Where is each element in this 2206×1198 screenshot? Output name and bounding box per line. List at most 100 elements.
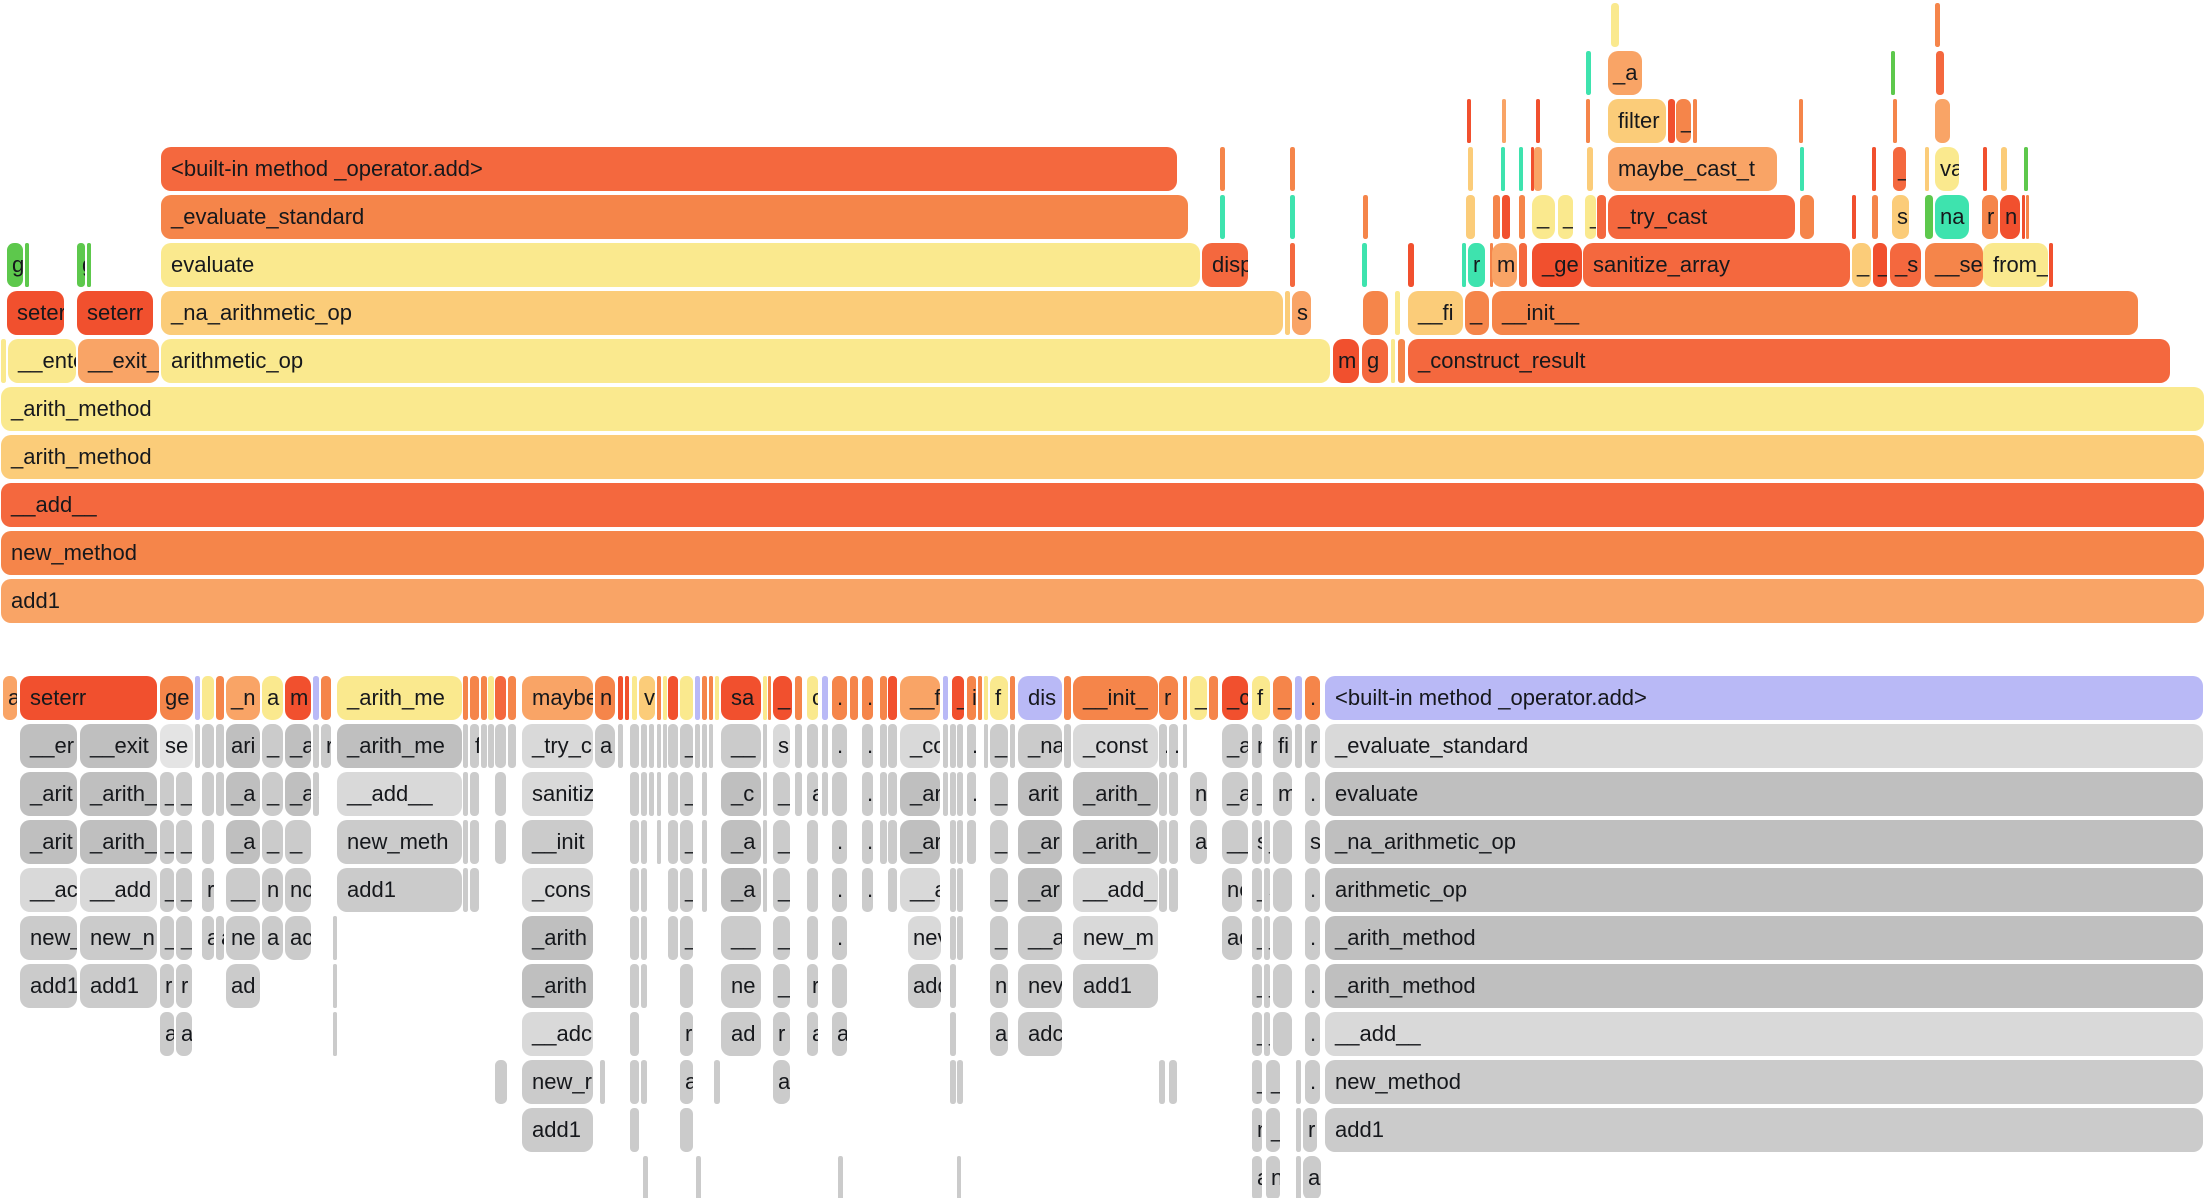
flame-bar[interactable]: r: [1303, 1108, 1317, 1152]
flame-bar[interactable]: r: [807, 964, 818, 1008]
flame-bar[interactable]: _: [262, 820, 283, 864]
flame-bar-sliver[interactable]: [1220, 195, 1225, 239]
flame-bar[interactable]: _: [160, 868, 174, 912]
flame-bar[interactable]: _: [1264, 820, 1270, 864]
flame-bar-sliver[interactable]: [702, 868, 707, 912]
flame-bar[interactable]: nev: [908, 916, 941, 960]
flame-bar-sliver[interactable]: [1398, 339, 1405, 383]
flame-bar[interactable]: add1: [1, 579, 2204, 623]
flame-bar-sliver[interactable]: [763, 772, 767, 816]
flame-bar[interactable]: .: [1305, 964, 1320, 1008]
flame-bar-sliver[interactable]: [630, 916, 639, 960]
flame-bar-sliver[interactable]: [87, 243, 91, 287]
flame-bar[interactable]: __er: [20, 724, 77, 768]
flame-bar-sliver[interactable]: [1925, 147, 1929, 191]
flame-bar[interactable]: a: [3, 676, 17, 720]
flame-bar-sliver[interactable]: [470, 820, 479, 864]
flame-bar-sliver[interactable]: [1183, 676, 1187, 720]
flame-bar-sliver[interactable]: [495, 1060, 507, 1104]
flame-bar-sliver[interactable]: [1290, 195, 1295, 239]
flame-bar[interactable]: a: [1190, 820, 1207, 864]
flame-bar[interactable]: _: [773, 772, 790, 816]
flame-bar-sliver[interactable]: [1462, 243, 1466, 287]
flame-bar[interactable]: add1: [1073, 964, 1158, 1008]
flame-bar[interactable]: .: [832, 676, 847, 720]
flame-bar-sliver[interactable]: [630, 1108, 639, 1152]
flame-bar[interactable]: .: [832, 820, 847, 864]
flame-bar[interactable]: __add: [80, 868, 157, 912]
flame-bar[interactable]: r: [1305, 724, 1320, 768]
flame-bar[interactable]: r: [321, 724, 331, 768]
flame-bar[interactable]: a: [202, 916, 214, 960]
flame-bar[interactable]: _: [1266, 1108, 1280, 1152]
flame-bar-sliver[interactable]: [25, 243, 29, 287]
flame-bar[interactable]: _arith_: [80, 772, 157, 816]
flame-bar[interactable]: _a: [285, 724, 311, 768]
flame-bar-sliver[interactable]: [1296, 1060, 1301, 1104]
flame-bar[interactable]: _: [1252, 868, 1262, 912]
flame-bar-sliver[interactable]: [822, 724, 828, 768]
flame-bar-sliver[interactable]: [680, 676, 693, 720]
flame-bar-sliver[interactable]: [488, 724, 494, 768]
flame-bar-sliver[interactable]: [950, 1060, 956, 1104]
flame-bar[interactable]: _: [680, 772, 693, 816]
flame-bar[interactable]: _: [1190, 676, 1207, 720]
flame-bar-sliver[interactable]: [950, 724, 956, 768]
flame-bar[interactable]: _: [773, 916, 790, 960]
flame-bar-sliver[interactable]: [668, 820, 678, 864]
flame-bar-sliver[interactable]: [984, 724, 988, 768]
flame-bar-sliver[interactable]: [495, 676, 506, 720]
flame-bar-sliver[interactable]: [463, 676, 468, 720]
flame-bar[interactable]: r: [773, 1012, 790, 1056]
flame-bar-sliver[interactable]: [702, 820, 707, 864]
flame-bar[interactable]: __init_: [1073, 676, 1158, 720]
flame-bar[interactable]: _const: [1073, 724, 1158, 768]
flame-bar[interactable]: ne: [721, 964, 761, 1008]
flame-bar-sliver[interactable]: [832, 772, 847, 816]
flame-bar[interactable]: _arith_me: [337, 676, 462, 720]
flame-bar[interactable]: _: [680, 916, 693, 960]
flame-bar-sliver[interactable]: [202, 676, 214, 720]
flame-bar-sliver[interactable]: [715, 676, 719, 720]
flame-bar-sliver[interactable]: [957, 916, 963, 960]
flame-bar[interactable]: _c: [1222, 676, 1248, 720]
flame-bar[interactable]: ad: [721, 1012, 761, 1056]
flame-bar-sliver[interactable]: [950, 1012, 956, 1056]
flame-bar[interactable]: _n: [226, 676, 260, 720]
flame-bar-sliver[interactable]: [202, 772, 214, 816]
flame-bar-sliver[interactable]: [795, 772, 802, 816]
flame-bar-sliver[interactable]: [1925, 195, 1933, 239]
flame-bar[interactable]: n: [1266, 1156, 1280, 1198]
flame-bar-sliver[interactable]: [967, 820, 976, 864]
flame-bar[interactable]: arit: [1018, 772, 1062, 816]
flame-bar[interactable]: _: [160, 820, 174, 864]
flame-bar[interactable]: _: [773, 676, 792, 720]
flame-bar[interactable]: _try_c: [522, 724, 593, 768]
flame-bar-sliver[interactable]: [1531, 147, 1534, 191]
flame-bar[interactable]: __adc: [522, 1012, 593, 1056]
flame-bar-sliver[interactable]: [822, 772, 828, 816]
flame-bar-sliver[interactable]: [807, 724, 818, 768]
flame-bar[interactable]: r: [176, 964, 192, 1008]
flame-bar[interactable]: ari: [226, 724, 260, 768]
flame-bar-sliver[interactable]: [1852, 195, 1856, 239]
flame-bar[interactable]: ne: [226, 916, 260, 960]
flame-bar-sliver[interactable]: [313, 724, 319, 768]
flame-bar-sliver[interactable]: [1693, 99, 1697, 143]
flame-bar-sliver[interactable]: [1169, 1060, 1177, 1104]
flame-bar[interactable]: ad: [1222, 916, 1242, 960]
flame-bar-sliver[interactable]: [1586, 51, 1591, 95]
flame-bar[interactable]: ge: [160, 676, 193, 720]
flame-bar-sliver[interactable]: [1611, 3, 1619, 47]
flame-bar[interactable]: _: [160, 772, 174, 816]
flame-bar-sliver[interactable]: [763, 676, 767, 720]
flame-bar-sliver[interactable]: [763, 868, 767, 912]
flame-bar[interactable]: _: [990, 868, 1008, 912]
flame-bar-sliver[interactable]: [632, 676, 637, 720]
flame-bar[interactable]: .: [832, 724, 847, 768]
flame-bar[interactable]: .: [1305, 1012, 1320, 1056]
flame-bar[interactable]: _a: [721, 868, 761, 912]
flame-bar[interactable]: __ac: [20, 868, 77, 912]
flame-bar-sliver[interactable]: [880, 676, 887, 720]
flame-bar[interactable]: .: [862, 724, 873, 768]
